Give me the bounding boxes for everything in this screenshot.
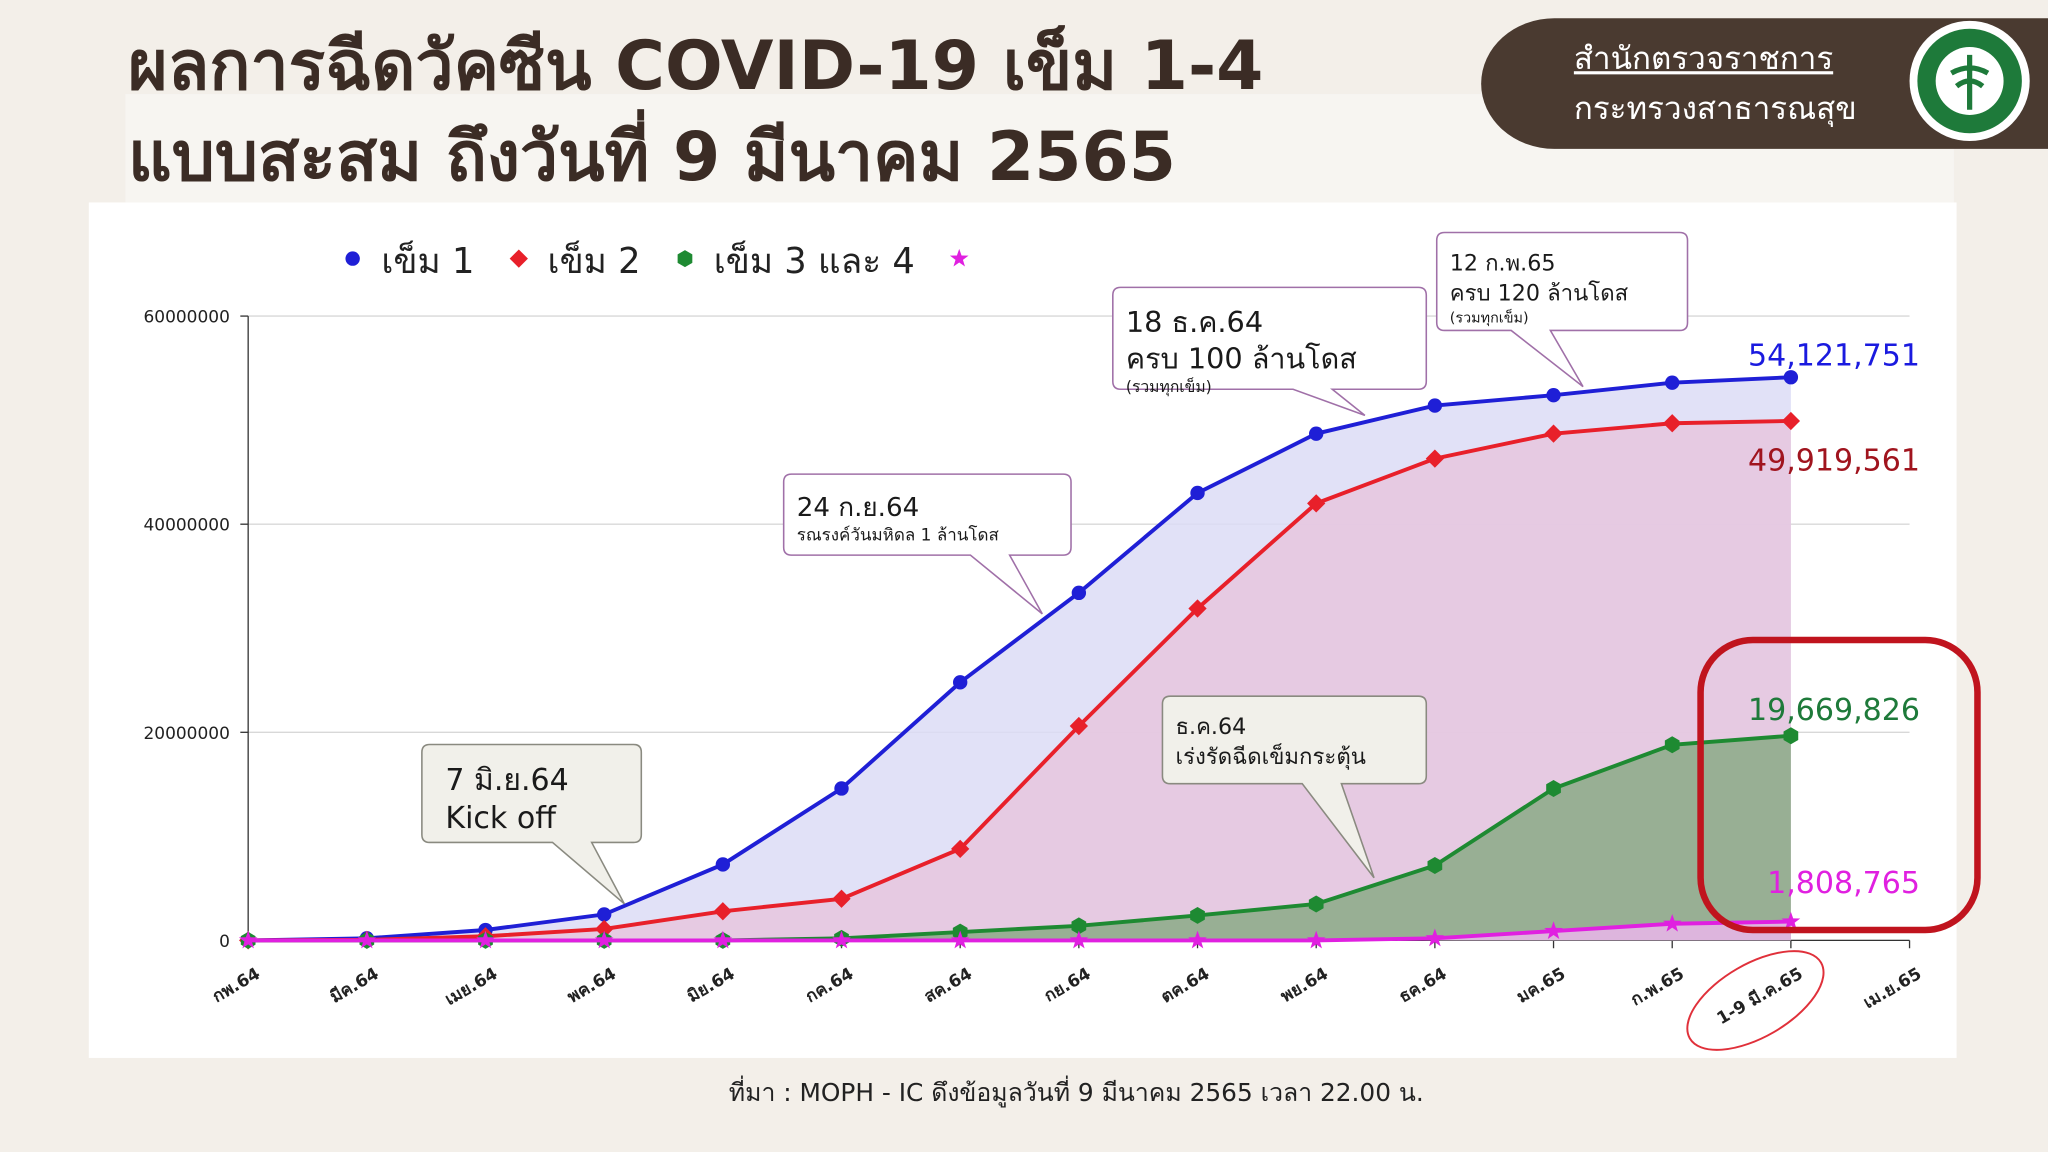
marker (1544, 921, 1563, 939)
callout (421, 743, 643, 905)
marker (476, 930, 495, 949)
annotation-line: ครบ 120 ล้านโดส (1450, 280, 1629, 306)
marker (953, 675, 968, 690)
marker (1546, 779, 1561, 797)
marker (1781, 911, 1801, 930)
marker (596, 907, 612, 922)
marker (1071, 917, 1087, 935)
marker (1307, 494, 1326, 513)
line (248, 919, 1791, 943)
badge-line: กระทรวงสาธารณสุข (1574, 91, 1857, 128)
annotation-line: ครบ 100 ล้านโดส (1126, 341, 1357, 375)
line (248, 375, 1791, 943)
annotation-line: (รวมทุกเข็ม) (1450, 308, 1529, 327)
marker (1069, 930, 1089, 949)
line (248, 419, 1791, 943)
annotation-line: Kick off (445, 801, 557, 836)
marker (1663, 414, 1682, 433)
annotation-line: 12 ก.พ.65 (1450, 250, 1556, 276)
badge-line: สำนักตรวจราชการ (1574, 41, 1833, 77)
marker (1188, 930, 1207, 949)
marker (1190, 485, 1205, 501)
badge (1481, 18, 2048, 149)
marker (832, 889, 851, 908)
marker (677, 250, 693, 268)
annotation-line: 7 มิ.ย.64 (445, 763, 568, 798)
area (248, 420, 1791, 941)
highlight-ellipse (1686, 950, 1825, 1051)
marker (594, 930, 614, 949)
marker (949, 248, 969, 267)
y-tick-label: 40000000 (144, 516, 230, 536)
marker (1664, 736, 1680, 754)
area (248, 735, 1791, 941)
marker (1544, 424, 1563, 443)
y-tick-label: 0 (219, 932, 230, 952)
marker (951, 839, 970, 858)
area (248, 921, 1791, 941)
marker (357, 930, 377, 949)
marker (832, 930, 851, 949)
title-line: แบบสะสม ถึงวันที่ 9 มีนาคม 2565 (128, 108, 1176, 197)
y-tick-label: 20000000 (144, 724, 230, 744)
marker (345, 251, 360, 266)
annotation-line: (รวมทุกเข็ม) (1126, 376, 1212, 397)
marker (1427, 856, 1443, 874)
marker (834, 781, 849, 796)
callout (1112, 286, 1428, 417)
value-label: 49,919,561 (1748, 444, 1920, 479)
highlight-box (1697, 636, 1981, 934)
marker (713, 902, 732, 921)
legend-label: เข็ม 3 และ 4 (714, 240, 915, 282)
marker (1425, 928, 1445, 947)
annotation-line: เร่งรัดฉีดเข็มกระตุ้น (1176, 742, 1366, 770)
marker (238, 930, 258, 949)
callout (1435, 231, 1689, 388)
value-label: 19,669,826 (1748, 693, 1920, 728)
marker (1546, 387, 1561, 403)
marker (950, 930, 970, 949)
source: ที่มา : MOPH - IC ดึงข้อมูลวันที่ 9 มีนา… (729, 1075, 1424, 1108)
annotation-line: 18 ธ.ค.64 (1126, 305, 1263, 339)
marker (1308, 895, 1324, 913)
callout (1161, 695, 1428, 879)
marker (1783, 727, 1799, 745)
marker (1781, 411, 1801, 431)
value-label: 1,808,765 (1767, 866, 1920, 901)
marker (713, 930, 733, 949)
marker (1425, 449, 1445, 468)
annotation-line: ธ.ค.64 (1176, 714, 1247, 740)
marker (1190, 906, 1205, 924)
legend-label: เข็ม 2 (548, 240, 641, 282)
annotation-line: รณรงค์วันมหิดล 1 ล้านโดส (797, 525, 1000, 546)
value-label: 54,121,751 (1748, 338, 1920, 373)
annotation-line: 24 ก.ย.64 (797, 493, 919, 523)
marker (1662, 913, 1682, 932)
marker (1665, 375, 1680, 390)
marker (1783, 370, 1799, 385)
marker (1071, 585, 1087, 601)
marker (715, 857, 731, 872)
title-line: ผลการฉีดวัคซีน COVID-19 เข็ม 1-4 (128, 25, 1263, 106)
marker (1309, 426, 1324, 441)
y-tick-label: 60000000 (144, 308, 230, 328)
marker (1427, 398, 1443, 413)
legend-label: เข็ม 1 (381, 240, 474, 282)
callout (782, 473, 1072, 615)
logo-emblem (1950, 54, 1990, 110)
marker (1306, 930, 1326, 949)
